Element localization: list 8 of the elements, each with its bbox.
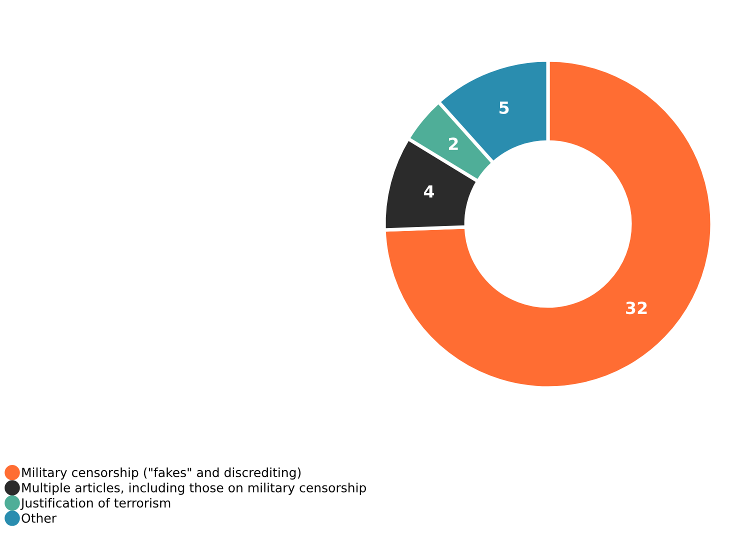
legend-label: Justification of terrorism (20, 498, 170, 510)
data-label: 32 (626, 302, 647, 314)
data-label: 5 (500, 102, 509, 114)
legend-label: Multiple articles, including those on military censorship (22, 482, 366, 495)
data-label: 2 (448, 138, 458, 150)
data-label: 4 (424, 185, 434, 198)
legend-label: Military censorship ("fakes" and discrediting) (22, 468, 301, 480)
legend-label: Other (22, 513, 57, 523)
